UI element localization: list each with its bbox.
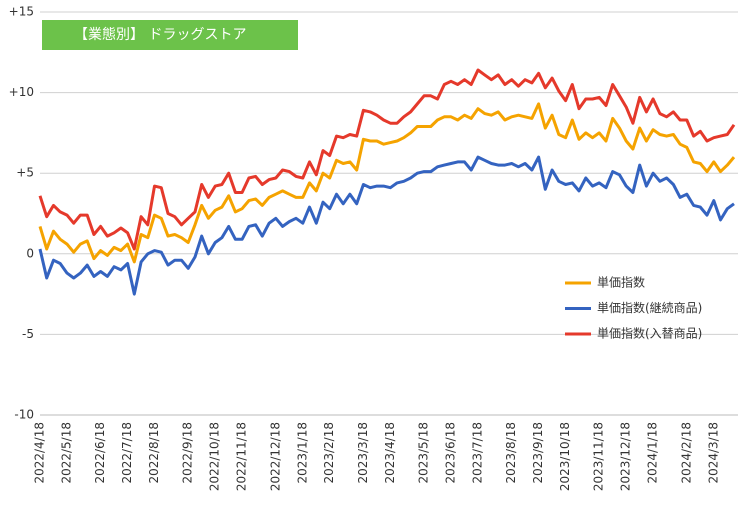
x-tick-label: 2022/11/18 xyxy=(235,422,249,491)
x-tick-label: 2022/9/18 xyxy=(181,422,195,484)
x-tick-label: 2022/5/18 xyxy=(59,422,73,484)
y-tick-label: 0 xyxy=(26,246,34,260)
x-tick-label: 2022/6/18 xyxy=(93,422,107,484)
x-tick-label: 2022/8/18 xyxy=(147,422,161,484)
x-tick-label: 2023/11/18 xyxy=(592,422,606,491)
x-tick-label: 2022/4/18 xyxy=(33,422,47,484)
x-tick-label: 2023/8/18 xyxy=(504,422,518,484)
y-tick-label: +10 xyxy=(9,85,34,99)
title-box xyxy=(42,20,298,50)
legend-label: 単価指数(継続商品) xyxy=(597,300,702,315)
x-tick-label: 2023/4/18 xyxy=(383,422,397,484)
legend-label: 単価指数(入替商品) xyxy=(597,326,702,341)
y-tick-label: -5 xyxy=(22,327,34,341)
x-tick-label: 2022/12/18 xyxy=(268,422,282,491)
x-tick-label: 2023/1/18 xyxy=(295,422,309,484)
y-tick-label: +5 xyxy=(16,166,34,180)
x-tick-label: 2022/10/18 xyxy=(208,422,222,491)
x-tick-label: 2024/2/18 xyxy=(679,422,693,484)
series-line xyxy=(38,155,735,296)
x-tick-label: 2024/3/18 xyxy=(706,422,720,484)
series-line xyxy=(38,68,736,251)
y-tick-label: -10 xyxy=(14,408,34,422)
y-tick-label: +15 xyxy=(9,5,34,19)
x-tick-label: 2022/7/18 xyxy=(120,422,134,484)
x-tick-label: 2023/5/18 xyxy=(417,422,431,484)
chart-title: 【業態別】 ドラッグストア xyxy=(74,27,246,43)
x-tick-label: 2023/9/18 xyxy=(531,422,545,484)
x-tick-label: 2023/6/18 xyxy=(444,422,458,484)
series-line xyxy=(38,102,736,264)
x-tick-label: 2023/2/18 xyxy=(322,422,336,484)
x-tick-label: 2024/1/18 xyxy=(646,422,660,484)
x-tick-label: 2023/10/18 xyxy=(558,422,572,491)
x-tick-label: 2023/7/18 xyxy=(470,422,484,484)
x-tick-label: 2023/3/18 xyxy=(356,422,370,484)
legend-label: 単価指数 xyxy=(597,275,645,290)
x-tick-label: 2023/12/18 xyxy=(619,422,633,491)
